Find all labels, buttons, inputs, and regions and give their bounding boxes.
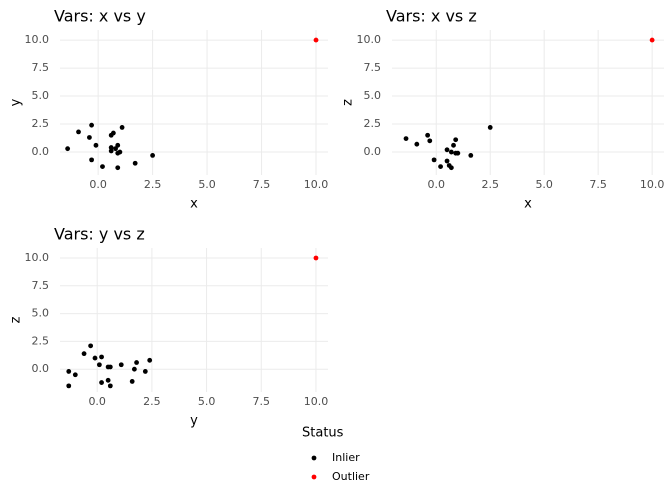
y-tick-label: 2.5: [364, 117, 382, 130]
point: [89, 122, 94, 128]
x-tick-label: 5.0: [198, 395, 216, 408]
y-tick-label: 0.0: [32, 362, 50, 375]
point: [438, 164, 443, 170]
point: [448, 149, 454, 155]
x-tick-label: 0.0: [428, 178, 446, 191]
point: [147, 357, 153, 363]
point: [66, 383, 72, 389]
x-tick-label: 2.5: [481, 178, 499, 191]
point: [431, 157, 437, 163]
x-tick-label: 5.0: [198, 178, 216, 191]
chart-title: Vars: x vs z: [386, 7, 477, 26]
y-tick-label: 0.0: [32, 145, 50, 158]
y-tick-label: 7.5: [364, 61, 382, 74]
point: [72, 372, 78, 378]
chart-title: Vars: x vs y: [54, 7, 146, 26]
point: [649, 37, 655, 43]
point: [118, 362, 124, 368]
point: [313, 255, 319, 261]
y-axis-label: z: [9, 316, 24, 323]
point: [444, 158, 450, 164]
y-axis-label: y: [9, 98, 24, 106]
y-tick-label: 2.5: [32, 334, 50, 347]
point: [134, 360, 139, 365]
point: [131, 366, 137, 372]
point: [119, 125, 125, 130]
point: [115, 142, 121, 148]
y-tick-label: 5.0: [32, 89, 50, 102]
y-tick-label: 5.0: [364, 89, 382, 102]
point: [66, 369, 72, 374]
x-axis-label: x: [190, 197, 198, 212]
point: [99, 354, 104, 360]
x-tick-label: 10.0: [640, 178, 665, 191]
point: [76, 129, 81, 135]
point: [89, 157, 94, 163]
point: [107, 383, 113, 389]
legend-label: Outlier: [332, 470, 370, 480]
point: [65, 146, 71, 152]
x-tick-label: 2.5: [144, 178, 162, 191]
x-tick-label: 7.5: [253, 395, 271, 408]
point: [87, 135, 92, 140]
point: [81, 351, 87, 357]
point: [108, 145, 114, 150]
point: [444, 147, 450, 153]
y-tick-label: 7.5: [32, 61, 50, 74]
point: [142, 369, 148, 374]
legend-label: Inlier: [332, 451, 360, 464]
point: [427, 138, 433, 144]
point: [468, 153, 474, 158]
y-tick-label: 10.0: [25, 33, 50, 46]
point: [132, 160, 138, 166]
point: [453, 137, 459, 143]
x-tick-label: 0.0: [88, 395, 106, 408]
x-tick-label: 10.0: [304, 178, 329, 191]
y-tick-label: 10.0: [357, 33, 382, 46]
x-axis-label: x: [524, 197, 532, 212]
point: [107, 364, 113, 370]
point: [115, 165, 121, 171]
x-axis-label: y: [190, 414, 198, 429]
point: [110, 130, 116, 136]
legend-swatch: [311, 474, 317, 480]
point: [93, 142, 99, 148]
x-tick-label: 5.0: [535, 178, 553, 191]
point: [100, 164, 105, 170]
point: [455, 150, 461, 156]
point: [129, 379, 135, 384]
chart-title: Vars: y vs z: [54, 225, 145, 244]
x-tick-label: 0.0: [89, 178, 107, 191]
y-axis-label: z: [341, 99, 356, 106]
y-tick-label: 5.0: [32, 307, 50, 320]
point: [451, 142, 456, 148]
x-tick-label: 2.5: [143, 395, 161, 408]
point: [448, 165, 454, 171]
point: [117, 149, 123, 155]
y-tick-label: 7.5: [32, 279, 50, 292]
y-tick-label: 0.0: [364, 145, 382, 158]
y-tick-label: 10.0: [25, 251, 50, 264]
point: [96, 362, 102, 368]
point: [105, 377, 111, 383]
x-tick-label: 7.5: [253, 178, 271, 191]
legend-title: Status: [302, 426, 344, 441]
point: [88, 343, 94, 349]
point: [99, 380, 104, 385]
point: [425, 132, 431, 138]
point: [92, 355, 98, 361]
point: [150, 153, 156, 158]
point: [313, 37, 319, 43]
point: [487, 125, 493, 130]
x-tick-label: 7.5: [589, 178, 607, 191]
x-tick-label: 10.0: [304, 395, 329, 408]
point: [414, 141, 420, 147]
legend-swatch: [311, 455, 317, 461]
y-tick-label: 2.5: [32, 117, 50, 130]
point: [108, 148, 114, 154]
point: [403, 136, 409, 142]
